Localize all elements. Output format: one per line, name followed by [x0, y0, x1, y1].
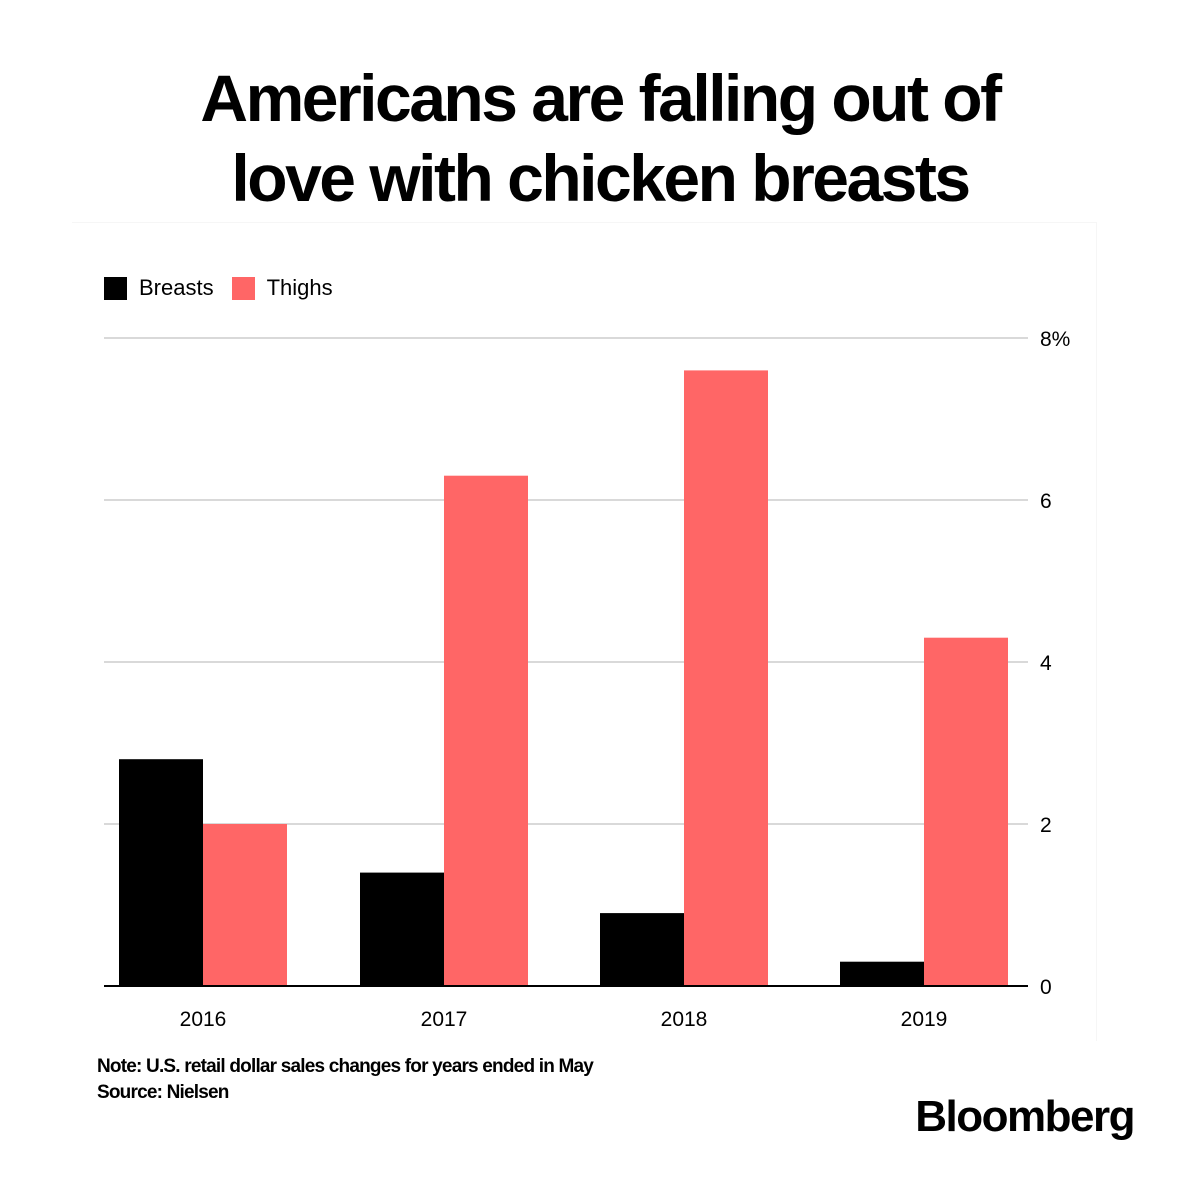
bar-thighs-2019: [924, 637, 1008, 986]
chart-panel: [72, 222, 1097, 1041]
note-text: Note: U.S. retail dollar sales changes f…: [97, 1056, 594, 1077]
bar-thighs-2017: [444, 475, 528, 986]
source-text: Source: Nielsen: [97, 1082, 229, 1103]
y-tick-label-6: 6: [1040, 490, 1052, 513]
legend-item-breasts: Breasts: [104, 275, 214, 301]
legend-item-thighs: Thighs: [231, 275, 333, 301]
legend-label-thighs: Thighs: [266, 275, 333, 300]
bar-breasts-2016: [119, 759, 203, 986]
chart-title: Americans are falling out of love with c…: [0, 58, 1200, 218]
bar-breasts-2017: [360, 872, 444, 986]
bar-thighs-2016: [203, 824, 287, 986]
legend-swatch-thighs: [231, 276, 255, 300]
legend-swatch-breasts: [104, 276, 127, 300]
chart-notes: Note: U.S. retail dollar sales changes f…: [97, 1054, 594, 1106]
bar-thighs-2018: [684, 370, 768, 986]
y-tick-label-0: 0: [1040, 976, 1052, 999]
y-tick-label-8: 8%: [1040, 328, 1070, 351]
chart-title-line-2: love with chicken breasts: [231, 141, 971, 215]
y-tick-label-4: 4: [1040, 652, 1052, 675]
x-tick-label-2016: 2016: [180, 1008, 227, 1031]
legend-label-breasts: Breasts: [139, 275, 214, 300]
chart-title-line-1: Americans are falling out of: [200, 61, 1002, 135]
bar-breasts-2018: [600, 913, 684, 986]
x-tick-label-2018: 2018: [661, 1008, 708, 1031]
bloomberg-logo: Bloomberg: [915, 1092, 1135, 1141]
chart-legend: Breasts Thighs: [104, 274, 351, 302]
y-tick-label-2: 2: [1040, 814, 1052, 837]
x-tick-label-2017: 2017: [421, 1008, 468, 1031]
bar-breasts-2019: [840, 961, 924, 986]
x-tick-label-2019: 2019: [901, 1008, 948, 1031]
